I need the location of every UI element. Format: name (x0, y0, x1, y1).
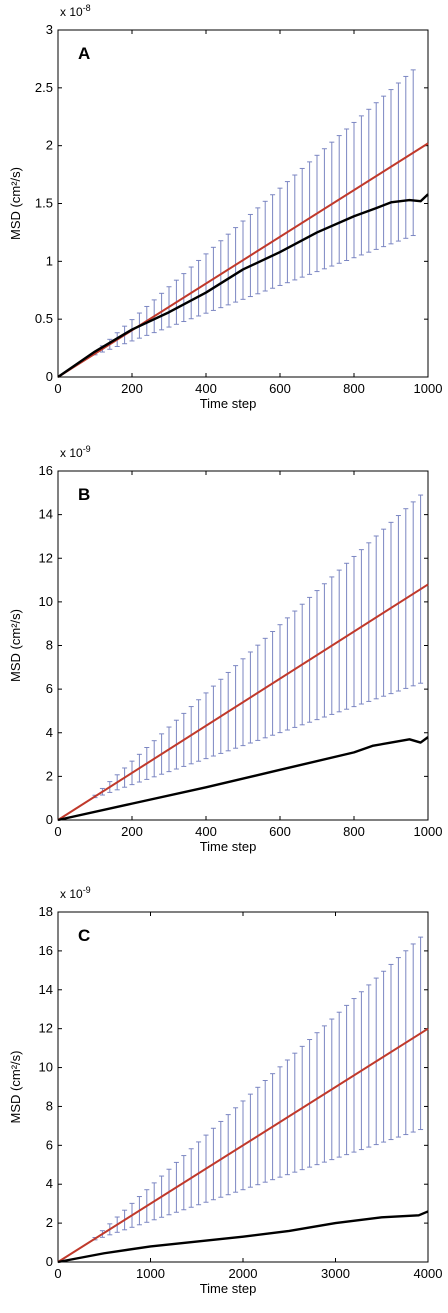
x-tick-label: 0 (54, 824, 61, 839)
y-tick-label: 16 (39, 943, 53, 958)
x-tick-label: 200 (121, 381, 143, 396)
y-exponent-label: x 10-9 (60, 885, 91, 901)
x-tick-label: 400 (195, 381, 217, 396)
panel-letter: B (78, 485, 90, 504)
y-tick-label: 6 (46, 1137, 53, 1152)
exponent-base: x 10 (60, 5, 83, 19)
y-tick-label: 2.5 (35, 80, 53, 95)
plot-frame (57, 470, 429, 821)
x-axis-label: Time step (200, 1281, 257, 1296)
y-tick-label: 14 (39, 982, 53, 997)
exponent-base: x 10 (60, 887, 83, 901)
x-tick-label: 800 (343, 824, 365, 839)
y-tick-label: 10 (39, 594, 53, 609)
error-bars (92, 494, 424, 799)
black-line-series (57, 1210, 429, 1264)
y-tick-label: 18 (39, 904, 53, 919)
red-line-series (57, 583, 429, 821)
y-tick-label: 10 (39, 1060, 53, 1075)
y-tick-label: 2 (46, 768, 53, 783)
black-line-series (57, 193, 429, 378)
chart-panel-b: 0 200 400 600 800 1000 0 2 4 6 8 10 12 14 16 x 10-9 B Tim… (8, 444, 442, 854)
x-tick-label: 3000 (321, 1266, 350, 1281)
x-tick-label: 600 (269, 381, 291, 396)
x-tick-label: 0 (54, 1266, 61, 1281)
y-tick-label: 4 (46, 1176, 53, 1191)
x-tick-label: 200 (121, 824, 143, 839)
y-axis-label: MSD (cm²/s) (8, 167, 23, 240)
y-axis-label: MSD (cm²/s) (8, 1051, 23, 1124)
y-tick-label: 0 (46, 812, 53, 827)
y-tick-label: 0 (46, 369, 53, 384)
x-tick-label: 1000 (136, 1266, 165, 1281)
panel-letter: A (78, 44, 90, 63)
x-tick-label: 4000 (414, 1266, 443, 1281)
black-line-series (57, 736, 429, 822)
y-tick-label: 3 (46, 22, 53, 37)
x-axis-label: Time step (200, 396, 257, 411)
y-exponent-label: x 10-8 (60, 3, 91, 19)
y-axis-label: MSD (cm²/s) (8, 609, 23, 682)
x-axis-label: Time step (200, 839, 257, 854)
x-tick-label: 0 (54, 381, 61, 396)
y-tick-label: 16 (39, 463, 53, 478)
panel-letter: C (78, 926, 90, 945)
plot-frame (57, 911, 429, 1263)
x-tick-label: 1000 (414, 824, 443, 839)
exponent-base: x 10 (60, 446, 83, 460)
y-tick-label: 4 (46, 725, 53, 740)
x-tick-label: 2000 (229, 1266, 258, 1281)
plot-frame (57, 29, 429, 378)
y-tick-label: 1.5 (35, 196, 53, 211)
y-exponent-label: x 10-9 (60, 444, 91, 460)
red-line-series (57, 1027, 429, 1263)
x-tick-label: 600 (269, 824, 291, 839)
exponent-power: -9 (83, 444, 91, 454)
y-tick-label: 8 (46, 638, 53, 653)
y-tick-label: 12 (39, 550, 53, 565)
y-tick-label: 0.5 (35, 311, 53, 326)
y-tick-label: 2 (46, 138, 53, 153)
y-tick-label: 2 (46, 1215, 53, 1230)
exponent-power: -9 (83, 885, 91, 895)
exponent-power: -8 (83, 3, 91, 13)
chart-panel-c: 0 1000 2000 3000 4000 0 2 4 6 8 10 12 14 16 18 x 10-9 C T… (8, 885, 442, 1296)
y-tick-label: 6 (46, 681, 53, 696)
x-tick-label: 1000 (414, 381, 443, 396)
error-bars (92, 936, 424, 1241)
y-tick-label: 12 (39, 1021, 53, 1036)
y-tick-label: 0 (46, 1254, 53, 1269)
x-tick-label: 400 (195, 824, 217, 839)
y-tick-label: 14 (39, 507, 53, 522)
y-tick-label: 1 (46, 253, 53, 268)
y-tick-label: 8 (46, 1098, 53, 1113)
x-tick-label: 800 (343, 381, 365, 396)
chart-panel-a: 0 200 400 600 800 1000 0 0.5 1 1.5 2 2.5 3 x 10-8 A Tim… (8, 3, 442, 411)
